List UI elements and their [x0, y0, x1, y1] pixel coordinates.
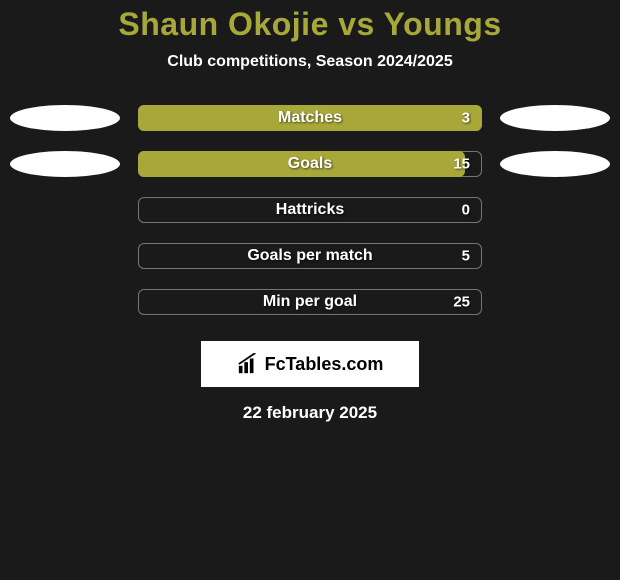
stat-label: Min per goal — [263, 293, 357, 311]
stat-value: 5 — [462, 248, 470, 265]
stats-list: Matches 3 Goals 15 Hattricks 0 Goals per match… — [0, 105, 620, 315]
stat-bar: Hattricks 0 — [138, 197, 482, 223]
comparison-infographic: Shaun Okojie vs Youngs Club competitions… — [0, 0, 620, 423]
subtitle: Club competitions, Season 2024/2025 — [0, 53, 620, 71]
stat-value: 25 — [453, 294, 470, 311]
stat-row: Goals 15 — [0, 151, 620, 177]
main-title: Shaun Okojie vs Youngs — [0, 6, 620, 43]
stat-row: Goals per match 5 — [0, 243, 620, 269]
stat-value: 3 — [462, 110, 470, 127]
stat-bar: Matches 3 — [138, 105, 482, 131]
stat-label: Matches — [278, 109, 342, 127]
logo-text: FcTables.com — [265, 354, 384, 375]
stat-row: Matches 3 — [0, 105, 620, 131]
stat-label: Goals per match — [247, 247, 372, 265]
stat-label: Hattricks — [276, 201, 344, 219]
logo-box: FcTables.com — [201, 341, 419, 387]
stat-row: Hattricks 0 — [0, 197, 620, 223]
barchart-icon — [237, 353, 259, 375]
stat-value: 15 — [453, 156, 470, 173]
stat-label: Goals — [288, 155, 332, 173]
date-text: 22 february 2025 — [0, 403, 620, 423]
stat-row: Min per goal 25 — [0, 289, 620, 315]
left-marker-oval — [10, 151, 120, 177]
left-marker-oval — [10, 105, 120, 131]
right-marker-oval — [500, 105, 610, 131]
stat-value: 0 — [462, 202, 470, 219]
right-marker-oval — [500, 151, 610, 177]
stat-bar: Min per goal 25 — [138, 289, 482, 315]
stat-bar: Goals 15 — [138, 151, 482, 177]
stat-bar: Goals per match 5 — [138, 243, 482, 269]
